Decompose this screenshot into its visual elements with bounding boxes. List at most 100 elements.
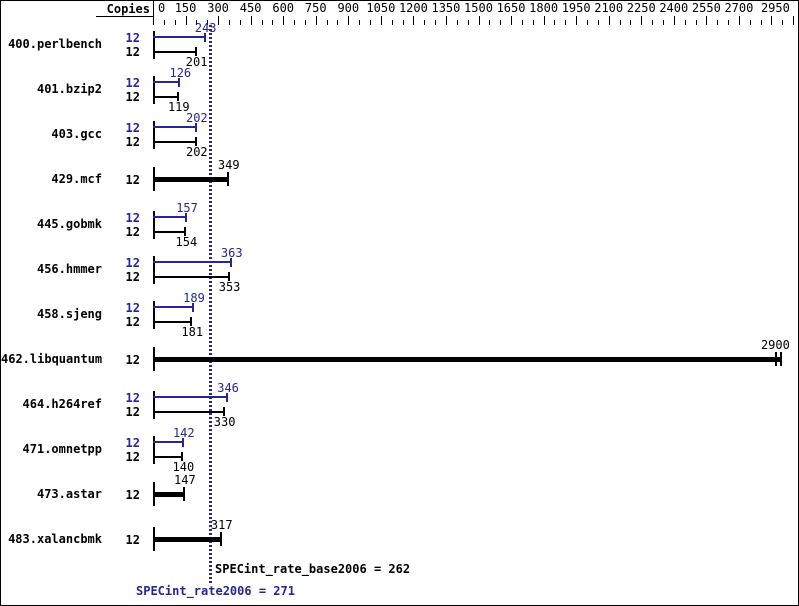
axis-minor-tick — [717, 20, 718, 25]
combined-bar-endcap — [780, 352, 783, 366]
base-bar-endcap — [176, 92, 179, 101]
axis-major-tick — [186, 16, 187, 25]
peak-bar-endcap — [192, 303, 194, 312]
axis-minor-tick — [305, 20, 306, 25]
axis-minor-tick — [728, 20, 729, 25]
copies-label: 12 — [125, 353, 140, 367]
axis-major-tick — [511, 16, 512, 25]
axis-minor-tick — [359, 20, 360, 25]
peak-bar — [153, 441, 184, 443]
axis-minor-tick — [587, 20, 588, 25]
axis-major-tick — [771, 16, 772, 25]
peak-bar-endcap — [178, 78, 181, 87]
peak-bar — [153, 126, 197, 128]
axis-minor-tick — [262, 20, 263, 25]
axis-major-tick — [576, 16, 577, 25]
copies-label-peak: 12 — [125, 256, 140, 270]
base-value-label: 181 — [181, 325, 204, 339]
axis-major-tick — [739, 16, 740, 25]
copies-header-underline — [96, 16, 153, 17]
axis-major-tick — [283, 16, 284, 25]
axis-minor-tick — [750, 20, 751, 25]
axis-minor-tick — [337, 20, 338, 25]
benchmark-name: 458.sjeng — [36, 307, 102, 321]
base-value-label: 119 — [167, 100, 190, 114]
axis-minor-tick — [207, 20, 208, 25]
benchmark-name: 400.perlbench — [8, 37, 102, 51]
axis-minor-tick — [457, 20, 458, 25]
axis-major-tick — [316, 16, 317, 25]
combined-bar-second-endcap — [775, 352, 778, 366]
axis-minor-tick — [327, 20, 328, 25]
axis-major-tick — [706, 16, 707, 25]
axis-major-tick — [218, 16, 219, 25]
copies-label-base: 12 — [125, 90, 140, 104]
axis-major-tick — [381, 16, 382, 25]
bar-start-bracket — [153, 76, 155, 104]
axis-minor-tick — [663, 20, 664, 25]
axis-tick-label: 1350 — [431, 1, 461, 15]
combined-bar-endcap — [219, 532, 222, 546]
base-bar-endcap — [184, 227, 187, 236]
base-value-label: 202 — [185, 145, 208, 159]
peak-bar — [153, 36, 206, 38]
base-bar-endcap — [222, 407, 225, 416]
axis-tick-label: 2950 — [760, 1, 790, 15]
peak-value-label: 189 — [183, 291, 205, 305]
copies-label-base: 12 — [125, 225, 140, 239]
axis-minor-tick — [229, 20, 230, 25]
base-bar-endcap — [190, 317, 193, 326]
peak-bar-endcap — [226, 393, 229, 402]
combined-bar-endcap — [226, 172, 229, 186]
axis-major-tick — [251, 16, 252, 25]
combined-bar — [153, 177, 229, 182]
bar-start-bracket — [153, 211, 155, 239]
axis-minor-tick — [630, 20, 631, 25]
axis-minor-tick — [565, 20, 566, 25]
peak-bar-endcap — [185, 213, 188, 222]
copies-label-base: 12 — [125, 45, 140, 59]
axis-tick-label: 2400 — [659, 1, 689, 15]
axis-minor-tick — [272, 20, 273, 25]
axis-minor-tick — [370, 20, 371, 25]
base-value-label: 201 — [185, 55, 208, 69]
base-bar — [153, 411, 225, 413]
reference-dotted-line — [209, 25, 212, 584]
peak-bar-endcap — [194, 123, 197, 132]
copies-label-peak: 12 — [125, 301, 140, 315]
axis-zero-line — [153, 1, 154, 25]
axis-tick-label: 1050 — [366, 1, 396, 15]
copies-label-base: 12 — [125, 270, 140, 284]
copies-label-peak: 12 — [125, 436, 140, 450]
peak-value-label: 142 — [172, 426, 195, 440]
base-bar — [153, 51, 197, 53]
peak-bar-endcap — [203, 33, 206, 42]
axis-major-tick — [446, 16, 447, 25]
base-value-label: 330 — [213, 415, 236, 429]
axis-tick-label: 450 — [239, 1, 262, 15]
axis-minor-tick — [620, 20, 621, 25]
summary-base-text: SPECint_rate_base2006 = 262 — [215, 562, 411, 576]
peak-bar-endcap — [181, 438, 184, 447]
axis-minor-tick — [522, 20, 523, 25]
copies-label-base: 12 — [125, 450, 140, 464]
axis-minor-tick — [782, 20, 783, 25]
bar-start-bracket — [153, 301, 155, 329]
axis-major-tick — [609, 16, 610, 25]
bar-start-bracket — [153, 436, 155, 464]
axis-minor-tick — [435, 20, 436, 25]
axis-minor-tick — [424, 20, 425, 25]
axis-major-tick — [479, 16, 480, 25]
base-bar — [153, 321, 193, 323]
axis-minor-tick — [489, 20, 490, 25]
peak-bar-endcap — [229, 258, 232, 267]
combined-bar-endcap — [182, 487, 185, 501]
copies-label-base: 12 — [125, 315, 140, 329]
axis-major-tick — [641, 16, 642, 25]
combined-value-label: 147 — [174, 473, 196, 487]
base-bar — [153, 141, 197, 143]
base-value-label: 140 — [172, 460, 195, 474]
axis-minor-tick — [240, 20, 241, 25]
axis-tick-label: 0 — [158, 1, 166, 15]
